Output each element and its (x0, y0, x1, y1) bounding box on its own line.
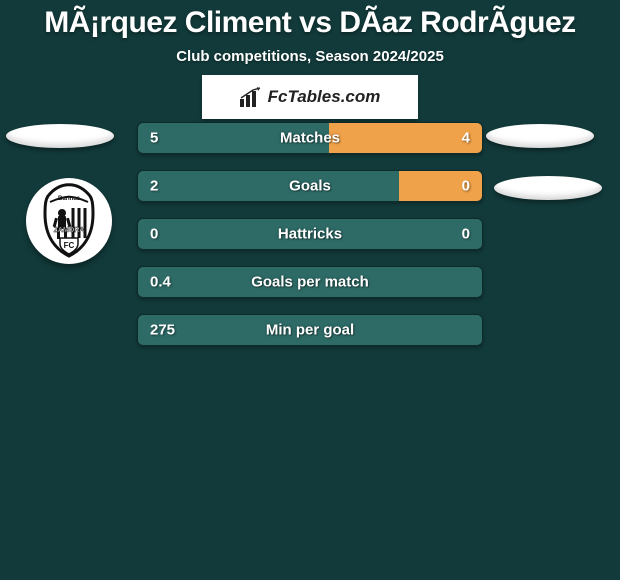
stat-bar: Goals per match0.4 (137, 266, 483, 298)
stat-bar: Matches54 (137, 122, 483, 154)
stat-seg-left (138, 171, 399, 201)
stat-seg-left (138, 315, 482, 345)
subtitle: Club competitions, Season 2024/2025 (0, 48, 620, 65)
stat-rows: Matches54 Goals20 Hattricks00 Goals per mat… (0, 122, 620, 362)
stat-bar: Min per goal275 (137, 314, 483, 346)
stat-bar: Goals20 (137, 170, 483, 202)
stat-seg-left (138, 123, 329, 153)
stat-seg-right (399, 171, 482, 201)
page-title: MÃ¡rquez Climent vs DÃ­az RodrÃ­guez (0, 0, 620, 40)
stat-seg-right (329, 123, 482, 153)
stat-seg-left (138, 267, 482, 297)
watermark: FcTables.com (202, 75, 418, 119)
stat-bar: Hattricks00 (137, 218, 483, 250)
watermark-text: FcTables.com (268, 87, 381, 107)
stat-seg-left (138, 219, 482, 249)
